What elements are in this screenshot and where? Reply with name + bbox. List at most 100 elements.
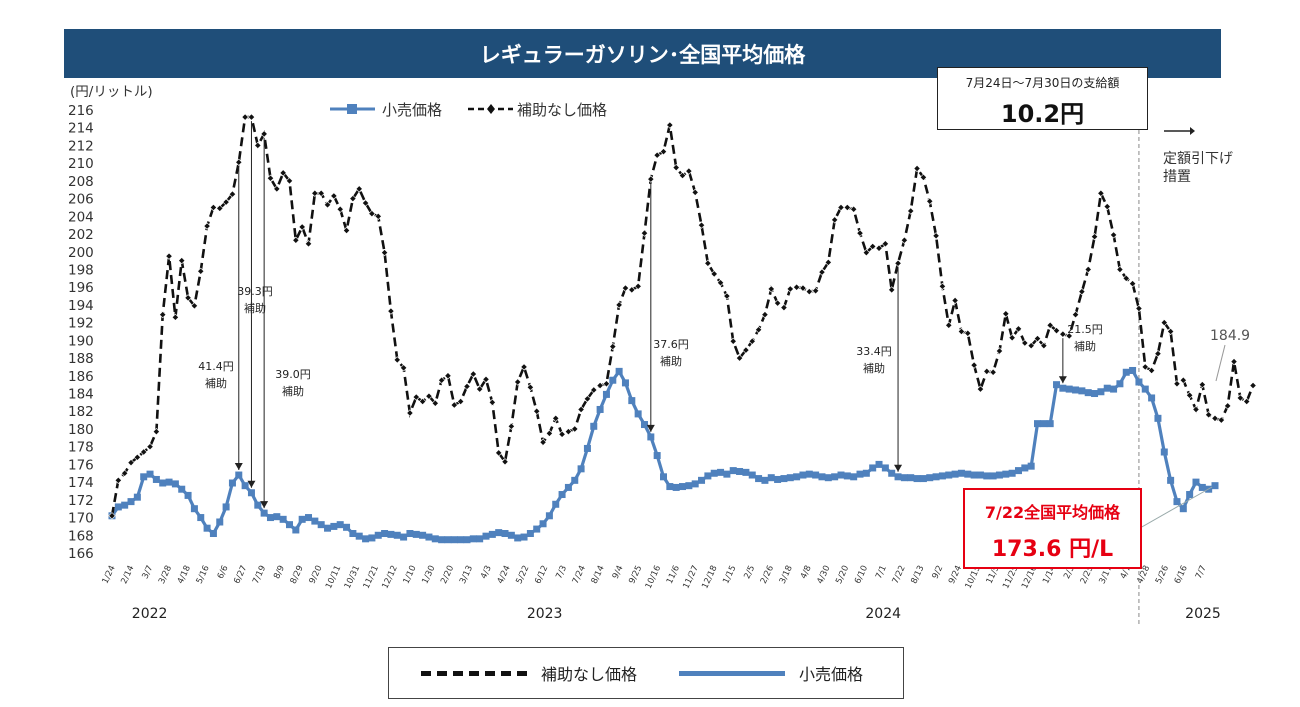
y-tick-label: 192 [68,316,94,332]
retail-point [127,498,135,506]
retail-point [875,460,883,468]
retail-point [171,480,179,488]
no-subsidy-point [197,267,205,275]
no-subsidy-point [678,171,687,180]
retail-point [609,376,617,384]
retail-point [140,473,148,481]
retail-point [995,471,1003,479]
no-subsidy-point [336,205,344,213]
no-subsidy-point [146,443,154,451]
legend-marker-retail [347,104,357,114]
x-tick-label: 9/2 [931,564,946,581]
no-subsidy-point [818,268,826,276]
x-tick-label: 8/13 [909,564,926,586]
no-subsidy-point [393,356,401,364]
no-subsidy-point [1084,265,1092,274]
x-tick-label: 5/26 [1154,564,1171,586]
no-subsidy-point [292,236,300,244]
no-subsidy-point [729,337,737,345]
retail-point [146,470,154,478]
latest-price-box: 7/22全国平均価格 173.6 円/L [963,488,1142,569]
x-tick-label: 8/29 [289,564,306,586]
retail-point [463,536,471,544]
retail-point [203,524,211,532]
bottom-legend-retail-label: 小売価格 [799,665,864,684]
solid-line-swatch [679,670,785,676]
bottom-legend-no-subsidy-label: 補助なし価格 [541,665,638,684]
x-tick-label: 6/6 [216,564,231,581]
retail-point [133,493,141,501]
y-tick-label: 208 [68,174,94,190]
retail-point [704,472,712,480]
retail-point [767,474,775,482]
retail-point [774,475,782,483]
retail-point [831,473,839,481]
retail-point [247,489,255,497]
no-subsidy-point [1128,280,1137,288]
retail-point [336,521,344,529]
no-subsidy-point [241,113,249,121]
no-subsidy-point [869,242,877,251]
x-tick-label: 4/8 [799,564,814,581]
no-subsidy-point [279,169,287,177]
retail-point [184,491,192,499]
y-tick-label: 198 [68,262,94,278]
retail-point [1167,476,1175,484]
retail-point [976,471,984,479]
retail-point [1192,478,1200,486]
no-subsidy-point [273,185,281,193]
subsidy-box: 7月24日〜7月30日の支給額 10.2円 [937,67,1148,130]
x-tick-label: 1/10 [402,564,419,586]
retail-point [476,535,484,543]
latest-value-label: 184.9 [1210,328,1250,344]
retail-point [907,474,915,482]
no-subsidy-point [989,368,997,376]
subsidy-arrowhead [234,463,243,471]
retail-point [1179,505,1187,513]
no-subsidy-point [786,285,794,293]
retail-point [989,472,997,480]
retail-point [469,535,477,543]
no-subsidy-point [1033,334,1042,343]
no-subsidy-point [361,199,370,207]
x-tick-label: 3/7 [140,564,155,581]
retail-point [856,470,864,478]
no-subsidy-point [659,148,668,156]
retail-point [292,526,300,534]
retail-point [672,483,680,491]
subsidy-amount-label: 33.4円 [856,345,892,358]
x-tick-label: 6/27 [232,564,249,586]
inline-legend: 小売価格 補助なし価格 [330,101,607,119]
no-subsidy-point [1040,342,1048,350]
measure-arrow [1164,127,1195,135]
no-subsidy-point [159,311,167,319]
retail-point [368,534,376,542]
no-subsidy-point [260,130,268,138]
retail-point [488,530,496,538]
retail-point [1091,390,1099,398]
no-subsidy-point [425,392,433,400]
retail-point [647,433,655,441]
retail-point [799,471,807,479]
subsidy-word-label: 補助 [1074,339,1096,353]
no-subsidy-point [653,151,661,159]
no-subsidy-point [640,229,649,237]
no-subsidy-point [1192,405,1200,414]
no-subsidy-point [1198,381,1206,389]
year-label: 2022 [132,606,168,622]
retail-point [381,530,389,538]
x-tick-label: 7/7 [1194,564,1209,581]
no-subsidy-point [609,342,617,351]
no-subsidy-point [767,285,775,293]
retail-point [755,475,763,483]
x-tick-label: 4/24 [496,564,513,586]
no-subsidy-point [1236,394,1244,402]
retail-point [235,471,243,479]
retail-point [679,483,687,491]
retail-point [400,533,408,541]
no-subsidy-point [647,175,655,183]
no-subsidy-point [748,337,756,345]
x-tick-label: 4/30 [815,564,832,586]
no-subsidy-point [1173,380,1181,388]
x-tick-label: 3/18 [778,564,795,586]
